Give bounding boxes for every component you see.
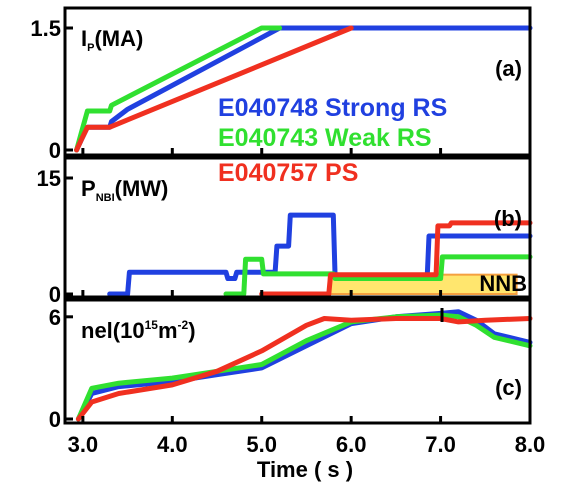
series-line-weak-rs [74, 25, 283, 153]
y-axis-label: IP(MA) [81, 26, 143, 54]
legend-entry-strong-rs: E040748 Strong RS [218, 94, 447, 122]
x-tick-label: 7.0 [425, 432, 456, 457]
x-tick-label: 4.0 [157, 432, 188, 457]
panel-label: (c) [495, 375, 522, 400]
nnb-label: NNB [479, 271, 527, 296]
panel-b: 15 0 (b) PNBI(MW) NNB [37, 156, 533, 307]
y-tick-label: 0 [49, 407, 61, 432]
panel-label: (a) [495, 56, 522, 81]
panel-frame [63, 156, 532, 299]
y-tick-label: 1.5 [30, 16, 61, 41]
x-tick-label: 6.0 [336, 432, 367, 457]
series-line-weak-rs [75, 312, 533, 422]
y-tick-label: 15 [37, 166, 61, 191]
panel-frame [63, 298, 532, 425]
y-axis-label: PNBI(MW) [81, 176, 168, 204]
panel-c: 6 0 (c) nel(1015m-2) [49, 298, 533, 432]
panel-frame [63, 6, 532, 157]
panel-a: 1.5 0 (a) IP(MA) [30, 6, 533, 163]
y-tick-label: 0 [49, 282, 61, 307]
panel-label: (b) [494, 206, 522, 231]
x-axis-label: Time ( s ) [257, 457, 353, 482]
y-tick-label: 6 [49, 305, 61, 330]
legend-entry-ps: E040757 PS [218, 159, 358, 187]
x-tick-label: 3.0 [68, 432, 99, 457]
series-line-ps [259, 220, 533, 297]
x-tick-label: 5.0 [246, 432, 277, 457]
x-tick-label: 8.0 [515, 432, 546, 457]
series-line-weak-rs [223, 254, 533, 297]
series-line-ps [75, 316, 533, 422]
y-axis-label: nel(1015m-2) [81, 318, 196, 343]
y-tick-label: 0 [49, 138, 61, 163]
series-line-ps [74, 25, 354, 153]
legend-entry-weak-rs: E040743 Weak RS [218, 124, 432, 152]
